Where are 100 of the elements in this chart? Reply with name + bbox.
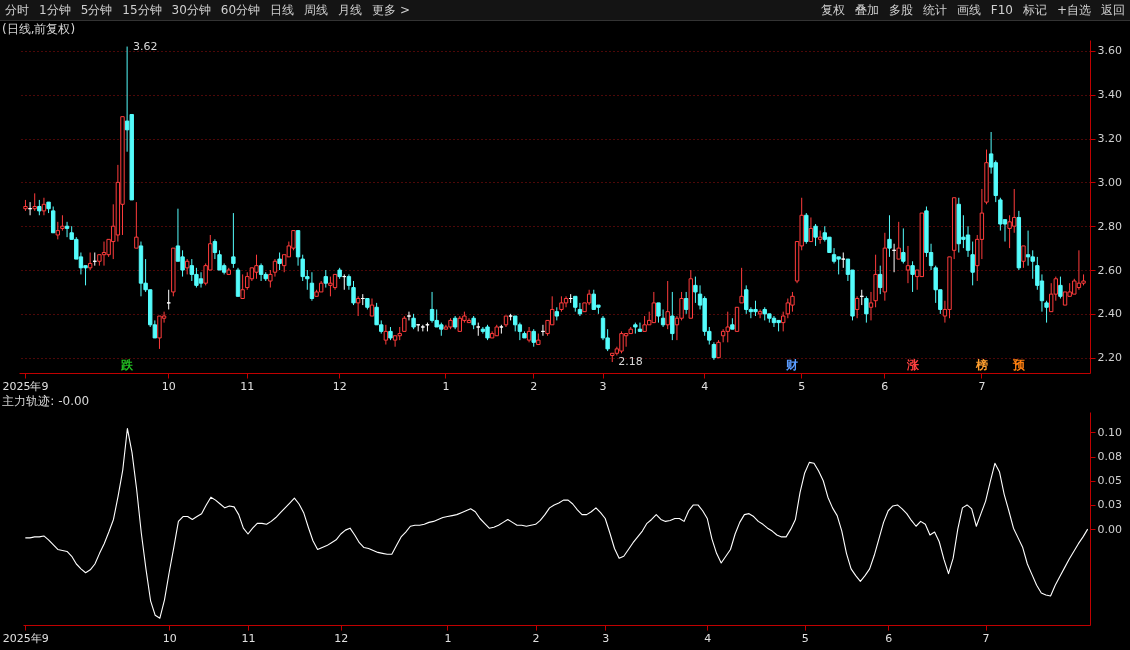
text: 叠加 bbox=[853, 1, 880, 19]
candlestick bbox=[231, 212, 236, 269]
candlestick bbox=[1058, 276, 1063, 300]
y-tick-label: 2.80 bbox=[1097, 219, 1122, 233]
text: F10 bbox=[989, 3, 1014, 17]
text: 画线 bbox=[955, 1, 982, 19]
x-tick-label: 12 bbox=[332, 379, 347, 393]
text: 复权 bbox=[819, 1, 846, 19]
candlestick bbox=[757, 308, 763, 319]
x-tick-label: 2 bbox=[530, 379, 538, 393]
candlestick bbox=[864, 295, 869, 324]
text: 30分钟 bbox=[170, 1, 212, 19]
candlestick bbox=[623, 333, 629, 348]
y-tick-label: 2.60 bbox=[1097, 263, 1122, 277]
candlestick bbox=[619, 330, 624, 354]
candlestick bbox=[901, 227, 906, 264]
x-tick-label: 2 bbox=[532, 631, 540, 645]
candlestick bbox=[739, 267, 744, 304]
annotation: 预 bbox=[1011, 358, 1026, 372]
candlestick bbox=[50, 206, 56, 234]
x-tick-label: 4 bbox=[701, 379, 709, 393]
candlestick bbox=[563, 295, 569, 308]
candlestick bbox=[670, 291, 675, 341]
x-tick-label: 10 bbox=[162, 631, 177, 645]
y-tick-label: 3.40 bbox=[1097, 88, 1122, 102]
x-tick-label: 2025年9 bbox=[2, 631, 49, 645]
candlestick bbox=[683, 291, 689, 315]
annotation: 跌 bbox=[120, 358, 135, 372]
text: 周线 bbox=[303, 1, 330, 19]
annotation: 3.62 bbox=[133, 39, 158, 53]
x-tick-label: 11 bbox=[240, 379, 255, 393]
x-tick-label: 5 bbox=[798, 379, 806, 393]
x-tick-label: 11 bbox=[241, 631, 256, 645]
candlestick bbox=[240, 273, 245, 300]
text: 60分钟 bbox=[219, 1, 262, 19]
text: 5分钟 bbox=[79, 1, 114, 19]
x-tick-label: 6 bbox=[881, 379, 889, 393]
text: 返回 bbox=[1100, 1, 1126, 19]
annotation: 2.18 bbox=[618, 355, 643, 369]
candlestick bbox=[480, 326, 486, 335]
candlestick bbox=[101, 241, 107, 267]
x-tick-label: 4 bbox=[704, 631, 712, 645]
text: 更多 > bbox=[371, 1, 411, 19]
x-tick-label: 12 bbox=[334, 631, 349, 645]
y-tick-label: 0.00 bbox=[1097, 522, 1122, 536]
candlestick bbox=[355, 295, 361, 317]
candlestick bbox=[905, 245, 911, 284]
candlestick bbox=[41, 197, 47, 216]
chart-title: 主力轨迹: -0.00 bbox=[2, 394, 90, 408]
text: 分时 bbox=[4, 1, 30, 19]
text: 统计 bbox=[921, 1, 948, 19]
candlestick bbox=[808, 216, 814, 243]
x-tick-label: 5 bbox=[801, 631, 809, 645]
line-series bbox=[24, 427, 1089, 619]
candlestick bbox=[328, 276, 333, 297]
y-tick-label: 0.08 bbox=[1097, 450, 1122, 464]
text: 月线 bbox=[337, 1, 364, 19]
x-tick-label: 7 bbox=[982, 631, 990, 645]
x-tick-label: 1 bbox=[444, 631, 452, 645]
candlestick bbox=[896, 221, 901, 260]
text: +自选 bbox=[1055, 1, 1092, 19]
y-tick-label: 3.20 bbox=[1097, 132, 1122, 146]
x-tick-label: 3 bbox=[599, 379, 607, 393]
candlestick bbox=[637, 322, 643, 332]
candlestick bbox=[157, 315, 162, 350]
candlestick bbox=[180, 249, 185, 278]
candlestick bbox=[392, 335, 398, 348]
annotation: 财 bbox=[785, 358, 799, 372]
text: 多股 bbox=[887, 1, 914, 19]
candlestick bbox=[651, 291, 657, 324]
y-tick-label: 3.00 bbox=[1097, 175, 1122, 189]
candlestick bbox=[429, 291, 435, 324]
candlestick bbox=[725, 311, 730, 343]
candlestick bbox=[813, 223, 818, 247]
candlestick bbox=[198, 271, 204, 289]
candlestick bbox=[656, 302, 661, 324]
candlestick bbox=[309, 271, 315, 302]
candlestick bbox=[406, 311, 412, 321]
annotation: 榜 bbox=[974, 358, 988, 372]
candlestick bbox=[254, 254, 259, 280]
candlestick bbox=[744, 284, 749, 315]
y-tick-label: 3.60 bbox=[1097, 44, 1122, 58]
candlestick bbox=[134, 201, 139, 249]
text: 日线 bbox=[269, 1, 296, 19]
candlestick bbox=[854, 295, 860, 319]
candlestick bbox=[887, 214, 892, 258]
annotation: 涨 bbox=[905, 358, 920, 372]
chart-title: (日线,前复权) bbox=[1, 22, 76, 36]
x-tick-label: 2025年9 bbox=[2, 379, 49, 393]
y-tick-label: 2.20 bbox=[1097, 351, 1122, 365]
candlestick bbox=[910, 260, 915, 293]
candlestick bbox=[466, 317, 472, 324]
candlestick bbox=[878, 265, 883, 295]
candlestick bbox=[665, 280, 670, 330]
candlestick bbox=[1025, 230, 1031, 267]
text: 15分钟 bbox=[121, 1, 163, 19]
candlestick bbox=[64, 221, 70, 238]
candlestick bbox=[1007, 214, 1012, 249]
x-tick-label: 1 bbox=[442, 379, 450, 393]
y-tick-label: 0.05 bbox=[1097, 474, 1122, 488]
